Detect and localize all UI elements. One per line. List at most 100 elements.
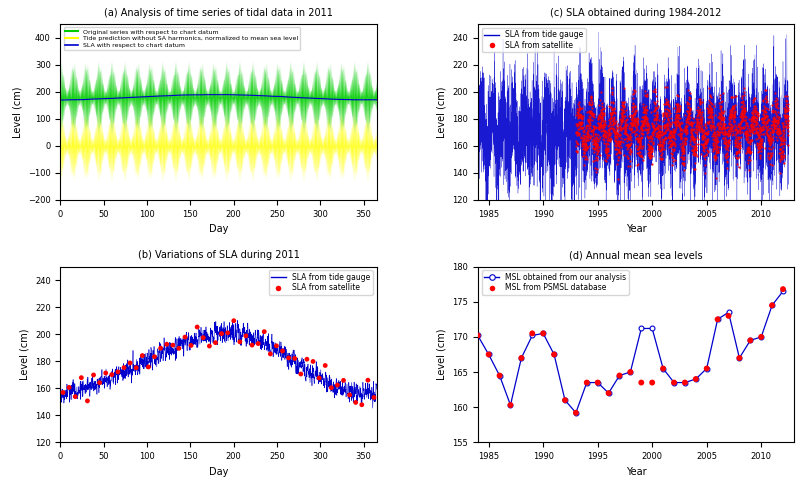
Point (726, 103, 739, 110)
Point (592, 379, 604, 386)
Point (703, 121, 716, 129)
Point (646, 139, 659, 147)
Point (736, 98, 749, 106)
Point (646, 131, 659, 139)
Point (642, 143, 655, 151)
Point (771, 113, 783, 121)
Point (609, 137, 621, 145)
Point (685, 118, 698, 126)
Point (636, 153, 649, 161)
Point (600, 133, 613, 140)
Point (586, 126, 599, 134)
Point (621, 142, 634, 150)
Point (600, 148, 613, 156)
Point (774, 145, 787, 153)
Point (779, 119, 792, 127)
Point (759, 111, 772, 119)
Point (730, 148, 743, 156)
Point (738, 112, 751, 120)
Point (663, 132, 675, 140)
Point (599, 133, 612, 141)
Point (578, 137, 591, 145)
Point (767, 113, 780, 121)
Point (683, 104, 696, 111)
Point (596, 99, 609, 106)
Point (731, 141, 744, 149)
Point (758, 86, 771, 94)
Point (656, 145, 669, 153)
Point (675, 129, 688, 137)
Point (675, 142, 688, 150)
Point (755, 130, 768, 138)
Point (703, 97, 716, 104)
Point (782, 121, 795, 128)
Point (699, 143, 712, 151)
Point (746, 137, 758, 144)
Point (575, 124, 588, 132)
Point (779, 108, 791, 116)
Point (642, 120, 654, 128)
Point (653, 140, 666, 148)
Point (742, 144, 755, 152)
Point (750, 124, 763, 132)
Point (595, 117, 608, 124)
Point (719, 143, 732, 151)
Point (757, 113, 770, 121)
Point (776, 131, 789, 139)
Point (764, 134, 777, 142)
Point (650, 104, 663, 111)
Point (625, 122, 638, 129)
Point (678, 125, 691, 133)
Point (619, 130, 632, 138)
Point (621, 130, 634, 138)
Point (606, 100, 619, 107)
Point (635, 122, 648, 130)
Point (657, 138, 670, 146)
Point (696, 108, 708, 116)
Point (580, 124, 593, 132)
Point (646, 140, 659, 148)
Point (720, 124, 733, 132)
Point (775, 154, 787, 161)
Point (621, 121, 634, 128)
Point (668, 115, 681, 122)
Point (736, 128, 749, 136)
Point (643, 150, 656, 158)
Point (700, 136, 713, 143)
Point (679, 117, 692, 124)
Point (729, 121, 742, 129)
Point (733, 147, 746, 155)
Point (606, 108, 619, 116)
Point (701, 104, 714, 112)
Point (600, 145, 613, 153)
Point (605, 98, 618, 105)
Point (723, 127, 736, 135)
Point (608, 115, 621, 123)
Point (661, 116, 674, 124)
Point (711, 143, 724, 151)
Point (628, 89, 641, 97)
Point (660, 110, 673, 118)
Point (645, 143, 658, 151)
Point (600, 146, 613, 154)
Point (625, 123, 638, 131)
Point (732, 153, 745, 161)
Point (770, 102, 783, 110)
Point (692, 139, 704, 147)
Point (638, 112, 651, 120)
Point (654, 146, 667, 154)
Point (634, 124, 647, 132)
Point (612, 175, 625, 183)
Point (584, 109, 596, 117)
Point (587, 112, 600, 120)
Point (580, 144, 593, 152)
Point (615, 105, 628, 113)
Point (766, 301, 779, 309)
Point (738, 130, 751, 138)
Point (602, 145, 615, 153)
Point (709, 142, 722, 150)
Point (743, 139, 756, 146)
Point (775, 140, 788, 148)
Point (682, 103, 695, 111)
Point (779, 92, 791, 100)
